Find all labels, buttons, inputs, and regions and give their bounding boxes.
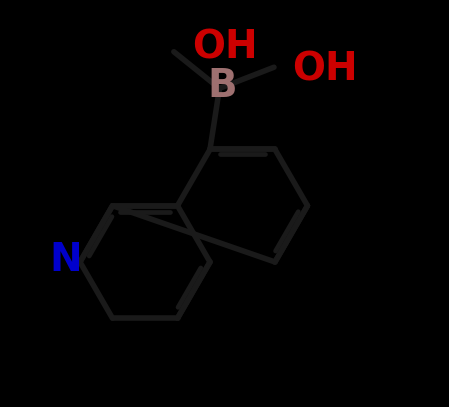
Text: B: B [207, 68, 237, 105]
Text: N: N [50, 241, 82, 279]
Text: OH: OH [292, 50, 357, 88]
Text: OH: OH [192, 29, 257, 67]
